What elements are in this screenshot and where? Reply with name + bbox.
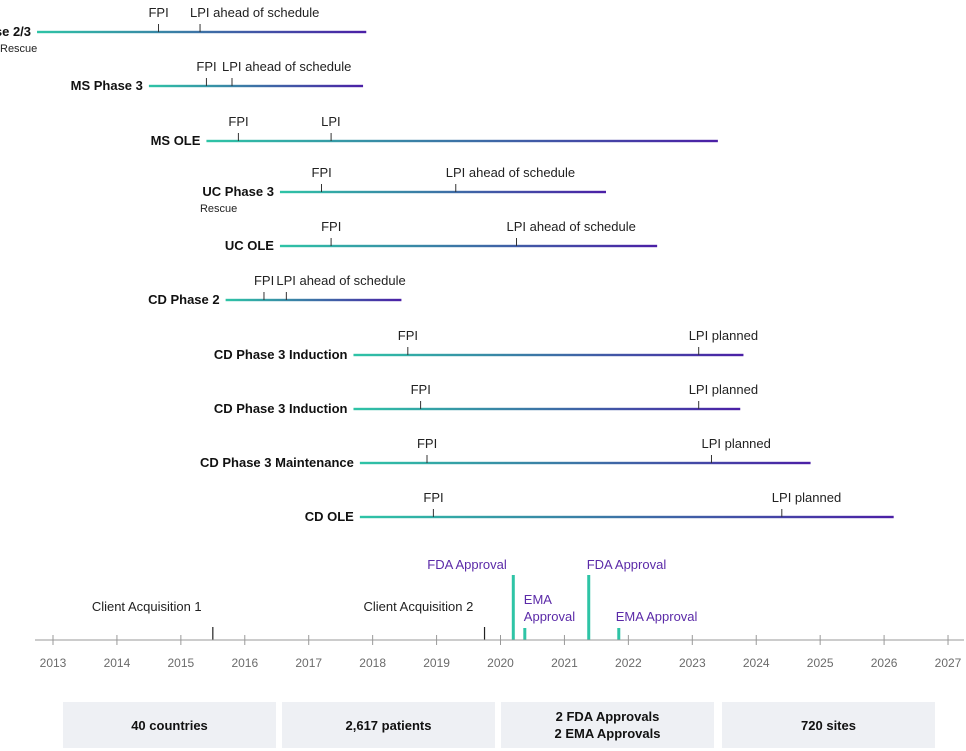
trial-name: UC OLE xyxy=(225,238,274,253)
event-label: EMA Approval xyxy=(616,609,698,624)
x-tick-label: 2014 xyxy=(104,656,131,670)
event-label: FDA Approval xyxy=(427,557,507,572)
fpi-label: FPI xyxy=(148,5,168,20)
approval-event: FDA Approval xyxy=(587,557,667,640)
trial-name: CD OLE xyxy=(305,509,354,524)
trial-row: CD OLE FPI LPI planned xyxy=(305,490,894,524)
x-tick-label: 2016 xyxy=(231,656,258,670)
client-event: Client Acquisition 2 xyxy=(364,599,486,640)
lpi-label: LPI ahead of schedule xyxy=(190,5,319,20)
lpi-label: LPI planned xyxy=(772,490,841,505)
fpi-label: FPI xyxy=(196,59,216,74)
x-tick-label: 2017 xyxy=(295,656,322,670)
trial-bar xyxy=(359,461,811,465)
x-tick-label: 2019 xyxy=(423,656,450,670)
x-tick-label: 2022 xyxy=(615,656,642,670)
trial-bar xyxy=(359,515,894,519)
fpi-label: FPI xyxy=(312,165,332,180)
fpi-label: FPI xyxy=(417,436,437,451)
trial-bar xyxy=(279,244,658,248)
stat-approvals: 2 FDA Approvals 2 EMA Approvals xyxy=(501,702,714,748)
lpi-label: LPI planned xyxy=(689,382,758,397)
event-label: Client Acquisition 1 xyxy=(92,599,202,614)
trial-name: UC Phase 3 xyxy=(202,184,274,199)
client-event: Client Acquisition 1 xyxy=(92,599,214,640)
trial-row: CD Phase 2 FPI LPI ahead of schedule xyxy=(148,273,406,307)
lpi-label: LPI ahead of schedule xyxy=(506,219,635,234)
fpi-label: FPI xyxy=(423,490,443,505)
approval-event: FDA Approval xyxy=(427,557,515,640)
trial-name: MS Phase 3 xyxy=(71,78,143,93)
trial-row: CD Phase 3 Induction FPI LPI planned xyxy=(214,328,758,362)
trial-bar xyxy=(148,84,364,88)
x-tick-label: 2018 xyxy=(359,656,386,670)
trial-bar xyxy=(206,139,718,143)
event-label: EMA xyxy=(524,592,553,607)
stat-sites: 720 sites xyxy=(722,702,935,748)
trial-row: MS OLE FPI LPI xyxy=(151,114,718,148)
trial-row: CD Phase 3 Induction FPI LPI planned xyxy=(214,382,758,416)
fpi-label: FPI xyxy=(411,382,431,397)
stat-patients-text: 2,617 patients xyxy=(345,717,432,733)
stat-patients: 2,617 patients xyxy=(282,702,495,748)
x-tick-label: 2021 xyxy=(551,656,578,670)
trial-row: UC OLE FPI LPI ahead of schedule xyxy=(225,219,658,253)
approval-event: EMA Approval xyxy=(523,592,575,640)
trial-subtitle: Rescue xyxy=(200,203,237,215)
lpi-label: LPI planned xyxy=(689,328,758,343)
trial-bar xyxy=(225,298,402,302)
x-tick-label: 2027 xyxy=(935,656,962,670)
trial-bar xyxy=(353,407,741,411)
fpi-label: FPI xyxy=(398,328,418,343)
stat-ema-approvals-text: 2 EMA Approvals xyxy=(554,726,661,741)
trial-bar xyxy=(279,190,606,194)
stat-sites-text: 720 sites xyxy=(801,717,856,733)
trial-row: MS Phase 2/3 Rescue FPI LPI ahead of schedu… xyxy=(0,5,367,55)
trial-row: CD Phase 3 Maintenance FPI LPI planned xyxy=(200,436,811,470)
lpi-label: LPI planned xyxy=(701,436,770,451)
approval-event: EMA Approval xyxy=(616,609,698,640)
fpi-label: FPI xyxy=(228,114,248,129)
trial-name: CD Phase 3 Maintenance xyxy=(200,455,354,470)
trial-bar xyxy=(37,30,367,34)
event-label: Client Acquisition 2 xyxy=(364,599,474,614)
stat-countries-text: 40 countries xyxy=(131,717,208,733)
x-tick-label: 2025 xyxy=(807,656,834,670)
lpi-label: LPI ahead of schedule xyxy=(276,273,405,288)
trial-name: CD Phase 3 Induction xyxy=(214,347,348,362)
trial-name: CD Phase 3 Induction xyxy=(214,401,348,416)
lpi-label: LPI ahead of schedule xyxy=(222,59,351,74)
stat-countries: 40 countries xyxy=(63,702,276,748)
event-label: Approval xyxy=(524,609,575,624)
trial-name: CD Phase 2 xyxy=(148,292,220,307)
x-tick-label: 2024 xyxy=(743,656,770,670)
x-tick-label: 2023 xyxy=(679,656,706,670)
x-tick-label: 2013 xyxy=(40,656,67,670)
trial-name: MS OLE xyxy=(151,133,201,148)
fpi-label: FPI xyxy=(321,219,341,234)
fpi-label: FPI xyxy=(254,273,274,288)
trial-row: UC Phase 3 Rescue FPI LPI ahead of schedule xyxy=(200,165,606,215)
trial-name: MS Phase 2/3 xyxy=(0,24,31,39)
trial-bar xyxy=(353,353,744,357)
event-label: FDA Approval xyxy=(587,557,667,572)
x-tick-label: 2020 xyxy=(487,656,514,670)
x-tick-label: 2026 xyxy=(871,656,898,670)
stat-fda-approvals-text: 2 FDA Approvals xyxy=(555,709,660,724)
x-tick-label: 2015 xyxy=(168,656,195,670)
trial-subtitle: Rescue xyxy=(0,43,37,55)
lpi-label: LPI xyxy=(321,114,341,129)
trial-row: MS Phase 3 FPI LPI ahead of schedule xyxy=(71,59,364,93)
lpi-label: LPI ahead of schedule xyxy=(446,165,575,180)
